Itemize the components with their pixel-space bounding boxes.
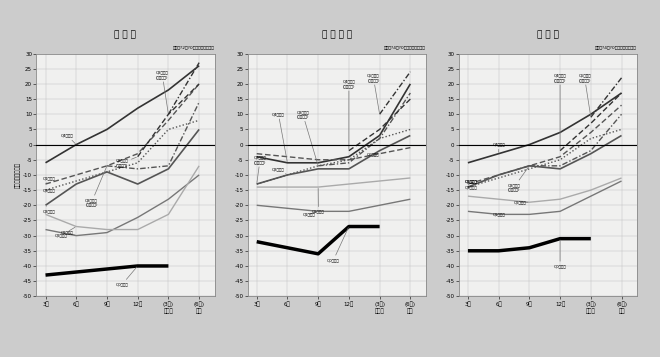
Text: Q4調査回
(新ベース): Q4調査回 (新ベース) — [343, 80, 355, 149]
Text: Q3調査回
(新ベース): Q3調査回 (新ベース) — [116, 157, 137, 167]
Text: Q5調査回
(新ベース): Q5調査回 (新ベース) — [367, 74, 380, 113]
Text: Q4調査回: Q4調査回 — [61, 134, 75, 144]
Text: Q3調査回
(新ベース): Q3調査回 (新ベース) — [296, 110, 317, 165]
Y-axis label: 』前年度比、％『: 』前年度比、％『 — [15, 162, 20, 188]
Text: Q3調査回
(新ベース): Q3調査回 (新ベース) — [156, 70, 169, 113]
Text: 過去（?4－?0調査回）の平均値: 過去（?4－?0調査回）の平均値 — [595, 45, 637, 49]
Text: 過去（?4－?0調査回）の平均値: 過去（?4－?0調査回）の平均値 — [384, 45, 426, 49]
Text: Q3調査回: Q3調査回 — [272, 167, 286, 174]
Text: Q2調査回: Q2調査回 — [42, 188, 55, 192]
Text: Q3調査回: Q3調査回 — [42, 206, 55, 213]
Text: Q1調査回: Q1調査回 — [42, 176, 55, 183]
Text: Q5調査回
(新ベース): Q5調査回 (新ベース) — [578, 74, 591, 116]
Text: Q2調査回: Q2調査回 — [312, 188, 325, 213]
Text: 過去（?2－?0調査回）の平均値: 過去（?2－?0調査回）の平均値 — [173, 45, 214, 49]
Text: Q1調査回: Q1調査回 — [61, 231, 75, 235]
Text: Q1調査回: Q1調査回 — [465, 179, 478, 183]
Text: Q0調査回: Q0調査回 — [116, 267, 137, 286]
Text: Q4調査回: Q4調査回 — [272, 112, 287, 161]
Text: Q3調査回
(新ベース): Q3調査回 (新ベース) — [508, 167, 529, 191]
Title: 製 造 業: 製 造 業 — [114, 30, 137, 39]
Text: Q3調査回
(旧ベース): Q3調査回 (旧ベース) — [253, 155, 267, 183]
Title: 全 産 業: 全 産 業 — [537, 30, 559, 39]
Text: Q2調査回: Q2調査回 — [55, 227, 75, 238]
Text: Q3調査回
(旧ベース): Q3調査回 (旧ベース) — [85, 167, 106, 207]
Text: Q1調査回: Q1調査回 — [303, 212, 317, 216]
Text: Q2調査回: Q2調査回 — [465, 185, 478, 189]
Title: 非 製 造 業: 非 製 造 業 — [321, 30, 352, 39]
Text: Q4調査回
(新ベース): Q4調査回 (新ベース) — [554, 74, 566, 149]
Text: Q0調査回: Q0調査回 — [327, 228, 348, 262]
Text: Q2調査回: Q2調査回 — [514, 200, 528, 204]
Text: Q6調査回: Q6調査回 — [367, 152, 380, 156]
Text: Q1調査回: Q1調査回 — [492, 212, 506, 216]
Text: Q0調査回: Q0調査回 — [554, 240, 566, 268]
Text: Q3調査回: Q3調査回 — [465, 179, 478, 186]
Text: Q4調査回: Q4調査回 — [492, 142, 506, 152]
